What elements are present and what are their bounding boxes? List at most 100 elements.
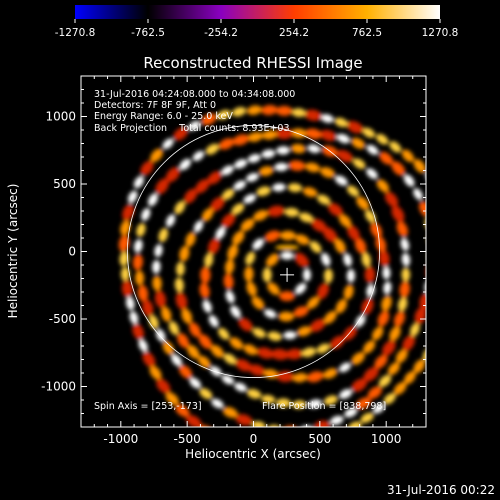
- intensity-blob: [329, 335, 345, 349]
- intensity-blob: [138, 339, 148, 352]
- intensity-blob: [221, 188, 235, 200]
- intensity-pattern: [118, 104, 450, 442]
- intensity-blob: [336, 133, 351, 144]
- intensity-blob: [352, 158, 366, 169]
- intensity-blob: [120, 266, 130, 282]
- intensity-blob: [339, 389, 353, 399]
- colorbar-ticks: [74, 19, 441, 23]
- intensity-blob: [125, 296, 135, 311]
- intensity-blob: [418, 201, 426, 217]
- intensity-blob: [377, 310, 390, 327]
- intensity-blob: [372, 403, 385, 414]
- intensity-blob: [261, 394, 276, 404]
- x-tick-label: 500: [308, 432, 331, 446]
- intensity-blob: [346, 185, 360, 197]
- intensity-blob: [323, 368, 338, 379]
- intensity-blob: [336, 149, 354, 163]
- intensity-blob: [178, 364, 193, 379]
- intensity-blob: [211, 398, 224, 409]
- intensity-blob: [210, 366, 222, 377]
- intensity-blob: [307, 371, 324, 383]
- intensity-blob: [287, 183, 303, 193]
- intensity-blob: [243, 194, 257, 204]
- intensity-blob: [173, 127, 189, 141]
- intensity-blob: [370, 222, 383, 239]
- intensity-blob: [351, 378, 368, 392]
- footer-date: 31-Jul-2016 00:22: [387, 483, 495, 497]
- intensity-blob: [299, 212, 314, 223]
- intensity-blob: [343, 253, 352, 267]
- intensity-blob: [183, 188, 198, 204]
- plot-area: [80, 75, 450, 442]
- x-tick-label: -1000: [103, 432, 138, 446]
- intensity-blob: [238, 317, 253, 332]
- intensity-blob: [294, 252, 309, 268]
- intensity-blob: [210, 344, 224, 358]
- colorbar-tick-label: -762.5: [131, 27, 165, 39]
- intensity-blob: [374, 354, 388, 369]
- intensity-blob: [235, 414, 253, 426]
- intensity-blob: [276, 398, 291, 408]
- intensity-blob: [142, 299, 154, 317]
- intensity-blob: [217, 109, 231, 120]
- intensity-blob: [330, 415, 344, 426]
- intensity-blob: [246, 173, 259, 182]
- intensity-blob: [332, 426, 352, 442]
- intensity-blob: [137, 285, 149, 302]
- info-line-energy: Energy Range: 6.0 - 25.0 keV: [94, 111, 233, 122]
- intensity-blob: [338, 214, 352, 228]
- intensity-blob: [339, 362, 351, 373]
- intensity-blob: [185, 231, 196, 247]
- intensity-blob: [438, 321, 450, 336]
- intensity-blob: [304, 109, 322, 121]
- intensity-blob: [320, 129, 337, 142]
- intensity-blob: [232, 230, 245, 245]
- intensity-blob: [401, 267, 411, 282]
- intensity-blob: [195, 179, 210, 194]
- intensity-blob: [152, 275, 162, 291]
- intensity-blob: [218, 138, 235, 150]
- intensity-blob: [347, 225, 360, 241]
- intensity-blob: [384, 191, 399, 208]
- intensity-blob: [393, 311, 406, 327]
- intensity-blob: [363, 367, 379, 382]
- intensity-blob: [263, 369, 279, 379]
- intensity-blob: [165, 392, 179, 406]
- intensity-blob: [140, 160, 154, 176]
- intensity-blob: [285, 348, 304, 360]
- intensity-blob: [122, 203, 135, 221]
- intensity-blob: [307, 144, 321, 153]
- y-tick-label: -500: [49, 312, 76, 326]
- intensity-blob: [291, 108, 306, 118]
- spin-axis-marker: [280, 267, 295, 282]
- intensity-blob: [223, 353, 237, 365]
- intensity-blob: [295, 234, 310, 245]
- intensity-blob: [403, 371, 416, 385]
- intensity-blob: [343, 284, 354, 300]
- intensity-blob: [275, 128, 294, 140]
- y-tick-labels: -1000 -500 0 500 1000: [41, 110, 76, 394]
- intensity-blob: [161, 306, 172, 322]
- intensity-blob: [132, 253, 143, 271]
- intensity-blob: [292, 400, 307, 409]
- intensity-blob: [232, 134, 250, 146]
- solar-limb-circle: [127, 125, 380, 378]
- intensity-blob: [280, 230, 296, 241]
- intensity-blob: [372, 326, 384, 341]
- intensity-blob: [225, 290, 235, 304]
- intensity-blob: [395, 348, 408, 363]
- intensity-blob: [264, 309, 277, 319]
- colorbar-tick-label: -1270.8: [55, 27, 96, 39]
- intensity-blob: [231, 203, 245, 215]
- intensity-blob: [355, 397, 372, 410]
- intensity-blob: [414, 307, 426, 325]
- intensity-blob: [400, 237, 410, 251]
- intensity-blob: [149, 365, 162, 380]
- intensity-blob: [391, 205, 405, 223]
- intensity-blob: [366, 168, 378, 180]
- intensity-blob: [401, 149, 415, 163]
- intensity-blob: [317, 194, 331, 205]
- intensity-blob: [427, 248, 438, 263]
- intensity-blob: [201, 113, 217, 126]
